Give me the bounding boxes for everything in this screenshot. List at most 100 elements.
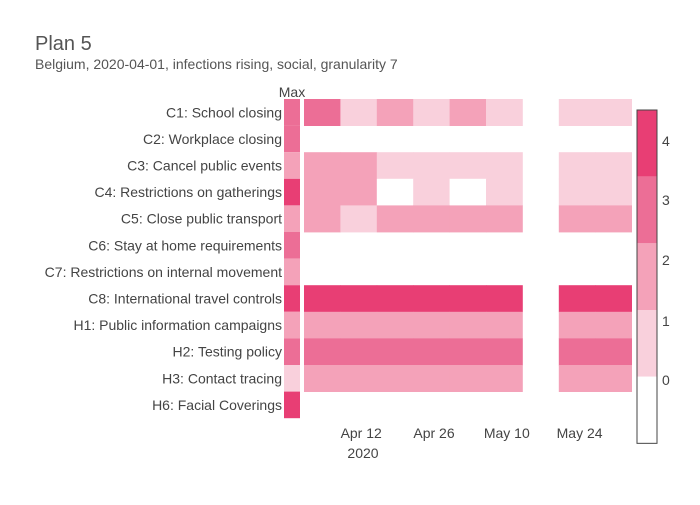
heatmap-cell — [558, 365, 596, 392]
x-tick-label: May 24 — [557, 425, 603, 441]
heatmap-cell — [304, 365, 341, 392]
row-label: C3: Cancel public events — [127, 158, 282, 174]
heatmap-cell — [595, 365, 632, 392]
colorbar-band — [637, 176, 657, 244]
colorbar-band — [637, 110, 657, 177]
colorbar-tick-label: 1 — [662, 313, 670, 329]
heatmap-cell — [413, 178, 450, 206]
heatmap-cell — [595, 338, 632, 366]
max-cell — [284, 311, 300, 339]
row-label: C7: Restrictions on internal movement — [45, 264, 282, 280]
row-labels: C1: School closing C2: Workplace closing C… — [45, 104, 282, 413]
max-cell — [284, 178, 300, 206]
max-cell — [284, 258, 300, 286]
x-tick-label: May 10 — [484, 425, 530, 441]
colorbar-tick-label: 0 — [662, 372, 670, 388]
colorbar-tick-label: 4 — [662, 133, 670, 149]
x-tick-label: Apr 12 — [341, 425, 382, 441]
heatmap-cell — [304, 338, 341, 366]
max-cell — [284, 338, 300, 365]
max-cell — [284, 365, 300, 392]
colorbar-band — [637, 243, 657, 310]
max-cell — [284, 152, 300, 179]
heatmap-cell — [449, 365, 487, 392]
heatmap-cells — [304, 99, 632, 392]
colorbar-tick-label: 3 — [662, 192, 670, 208]
row-label: H2: Testing policy — [173, 344, 282, 360]
heatmap-cell — [413, 205, 450, 233]
row-label: C2: Workplace closing — [143, 131, 282, 147]
heatmap-cell — [558, 338, 596, 366]
heatmap-cell — [304, 178, 341, 206]
row-label: C6: Stay at home requirements — [88, 237, 282, 253]
colorbar: 0 1 2 3 4 — [636, 109, 670, 444]
colorbar-outline — [636, 109, 658, 444]
heatmap-cell — [449, 205, 487, 233]
heatmap-cell — [376, 338, 414, 366]
heatmap-cell — [340, 338, 378, 366]
row-label: C1: School closing — [166, 104, 282, 120]
heatmap-cell — [449, 285, 487, 313]
heatmap-cell — [486, 178, 523, 206]
heatmap-cell — [449, 99, 487, 126]
heatmap-cell — [558, 99, 596, 126]
x-year-label: 2020 — [347, 445, 378, 461]
heatmap-cell — [304, 285, 341, 313]
heatmap-cell — [486, 285, 523, 313]
heatmap-cell — [595, 99, 632, 126]
heatmap-cell — [486, 152, 523, 180]
heatmap-cell — [558, 205, 596, 233]
max-cell — [284, 205, 300, 232]
heatmap-cell — [449, 338, 487, 366]
heatmap-cell — [413, 338, 450, 366]
heatmap-cell — [413, 365, 450, 392]
max-cell — [284, 391, 300, 419]
heatmap-cell — [376, 311, 414, 339]
heatmap-cell — [595, 205, 632, 233]
row-label: H6: Facial Coverings — [152, 397, 282, 413]
row-label: C4: Restrictions on gatherings — [94, 184, 282, 200]
heatmap-cell — [340, 285, 378, 313]
heatmap-cell — [376, 365, 414, 392]
max-cell — [284, 285, 300, 312]
heatmap-cell — [413, 152, 450, 180]
row-label: C5: Close public transport — [121, 211, 282, 227]
heatmap-cell — [449, 152, 487, 180]
heatmap-cell — [304, 99, 341, 126]
max-cell — [284, 232, 300, 259]
x-tick-label: Apr 26 — [413, 425, 454, 441]
heatmap-cell — [340, 311, 378, 339]
heatmap-cell — [595, 178, 632, 206]
heatmap-cell — [595, 285, 632, 313]
row-label: H1: Public information campaigns — [73, 317, 282, 333]
heatmap-cell — [558, 178, 596, 206]
max-column — [284, 99, 300, 419]
heatmap-cell — [558, 152, 596, 180]
colorbar-tick-label: 2 — [662, 252, 670, 268]
colorbar-band — [637, 310, 657, 377]
heatmap-cell — [449, 311, 487, 339]
x-axis: Apr 12 Apr 26 May 10 May 24 — [341, 425, 603, 441]
chart-title: Plan 5 — [35, 33, 92, 55]
max-cell — [284, 99, 300, 126]
max-column-label: Max — [279, 84, 305, 100]
heatmap-cell — [376, 285, 414, 313]
heatmap-cell — [558, 311, 596, 339]
heatmap-cell — [340, 205, 378, 233]
heatmap-cell — [376, 205, 414, 233]
heatmap-cell — [340, 152, 378, 180]
heatmap-cell — [595, 152, 632, 180]
chart-subtitle: Belgium, 2020-04-01, infections rising, … — [35, 56, 398, 72]
heatmap-cell — [304, 205, 341, 233]
row-label: H3: Contact tracing — [162, 370, 282, 386]
colorbar-band — [637, 376, 657, 444]
heatmap-cell — [413, 99, 450, 126]
heatmap-cell — [486, 311, 523, 339]
heatmap-cell — [486, 99, 523, 126]
heatmap-cell — [304, 311, 341, 339]
heatmap-cell — [340, 99, 378, 126]
heatmap-cell — [595, 311, 632, 339]
heatmap-cell — [486, 205, 523, 233]
max-cell — [284, 125, 300, 153]
